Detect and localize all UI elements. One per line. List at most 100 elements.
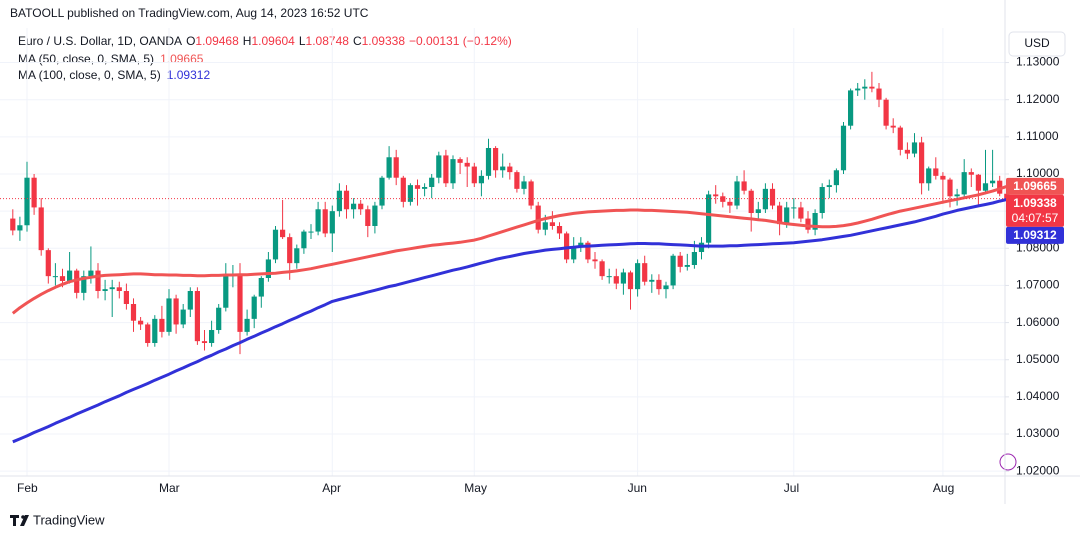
candle-body: [627, 272, 634, 290]
candle-body: [152, 318, 158, 344]
candle-body: [997, 180, 1003, 194]
candle-body: [982, 183, 989, 191]
candle-body: [258, 278, 264, 297]
candle-body: [386, 157, 392, 178]
price-tag-label: 1.09312: [1013, 228, 1057, 242]
x-tick-label: Feb: [17, 481, 38, 495]
candle-body: [187, 291, 193, 310]
candle-body: [17, 225, 23, 231]
candle-body: [173, 298, 179, 325]
y-tick-label: 1.07000: [1016, 278, 1060, 292]
candle-body: [635, 263, 641, 290]
candle-body: [166, 298, 172, 332]
x-tick-label: Mar: [159, 481, 180, 495]
currency-label[interactable]: USD: [1024, 36, 1050, 50]
candle-body: [784, 207, 790, 225]
candle-body: [954, 194, 960, 197]
candle-body: [194, 291, 200, 342]
candle-body: [734, 181, 740, 206]
x-tick-label: Jun: [628, 481, 647, 495]
price-tag-label: 1.09338: [1013, 196, 1057, 210]
price-tag: [1006, 177, 1064, 195]
y-tick-label: 1.06000: [1016, 315, 1060, 329]
candle-body: [209, 330, 215, 344]
candle-body: [975, 174, 981, 191]
candles: [10, 71, 1010, 355]
candle-body: [329, 211, 335, 234]
candle-body: [130, 304, 137, 321]
y-tick-label: 1.12000: [1016, 92, 1060, 106]
candle-body: [691, 252, 697, 266]
ohlc-value: 1.09604: [251, 34, 295, 48]
symbol-title: Euro / U.S. Dollar, 1D, OANDA: [18, 34, 182, 48]
ohlc-label: O: [186, 34, 195, 48]
ma-line: [12, 198, 1008, 444]
brand-name: TradingView: [33, 512, 105, 527]
candle-body: [102, 289, 108, 292]
candle-body: [351, 203, 357, 210]
indicator-icon[interactable]: [999, 453, 1017, 471]
candle-body: [819, 186, 825, 213]
candle-body: [947, 179, 953, 197]
legend-value: 1.09665: [160, 52, 204, 66]
currency-button[interactable]: [1008, 31, 1066, 57]
candle-body: [919, 142, 925, 184]
candle-body: [478, 175, 484, 184]
candle-body: [81, 276, 87, 293]
candle-body: [24, 177, 30, 226]
candle-body: [812, 212, 818, 230]
candle-body: [372, 205, 378, 226]
candle-body: [940, 175, 946, 180]
x-tick-label: Aug: [933, 481, 954, 495]
candle-body: [606, 276, 612, 278]
candle-body: [223, 274, 229, 308]
candle-body: [620, 272, 626, 284]
candle-body: [38, 207, 44, 251]
ohlc-label: C: [353, 34, 362, 48]
candle-body: [251, 296, 257, 319]
candle-body: [755, 209, 761, 213]
candle-body: [990, 180, 996, 184]
ma-line: [11, 184, 1008, 315]
candle-body: [244, 318, 250, 332]
candle-body: [216, 307, 222, 331]
candle-body: [848, 90, 854, 126]
candle-body: [571, 246, 577, 260]
candle-body: [471, 166, 477, 184]
candle-body: [670, 255, 676, 286]
change: −0.00131 (−0.12%): [409, 34, 512, 48]
candle-body: [599, 261, 605, 277]
candle-body: [429, 177, 435, 187]
candle-body: [968, 172, 974, 175]
candle-body: [720, 196, 726, 202]
candle-body: [365, 209, 371, 226]
candle-body: [840, 125, 847, 171]
candle-body: [833, 170, 839, 186]
candle-body: [464, 162, 470, 167]
candle-body: [10, 218, 16, 231]
y-tick-label: 1.13000: [1016, 55, 1060, 69]
countdown: 04:07:57: [1012, 211, 1059, 225]
grid: [0, 28, 1005, 476]
candle-body: [343, 190, 350, 210]
candle-body: [684, 265, 690, 267]
price-tag-label: 1.09665: [1013, 179, 1057, 193]
candle-body: [521, 181, 527, 189]
candle-body: [443, 155, 449, 184]
candle-body: [265, 259, 271, 279]
candle-body: [485, 147, 492, 176]
candle-body: [862, 86, 868, 89]
candle-body: [237, 274, 243, 332]
candle-body: [961, 172, 967, 195]
candle-body: [88, 270, 94, 277]
candle-body: [549, 222, 555, 226]
candle-body: [677, 255, 683, 267]
candle-body: [890, 125, 896, 128]
candle-body: [280, 229, 286, 238]
legend-ma: MA (50, close, 0, SMA, 5) 1.09665: [18, 52, 204, 66]
candle-body: [379, 177, 385, 206]
candle-body: [145, 324, 151, 344]
price-tag: [1006, 194, 1064, 227]
candle-body: [322, 209, 328, 234]
